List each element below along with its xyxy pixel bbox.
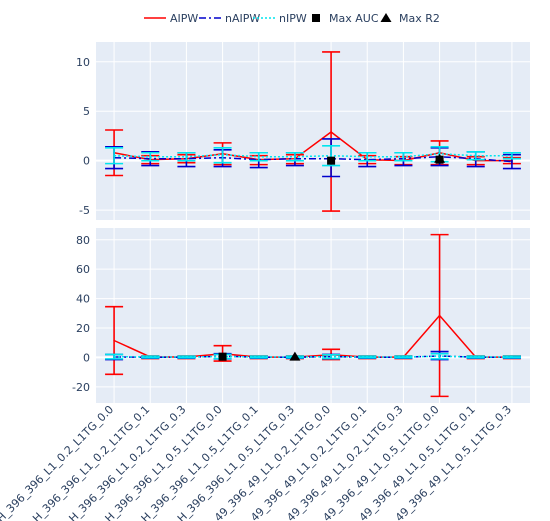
legend: AIPW nAIPW nIPW Max AUC Max R2	[144, 12, 440, 25]
legend-item-max-auc: Max AUC	[312, 12, 379, 25]
legend-item-nipw: nIPW	[253, 12, 307, 25]
legend-item-max-r2: Max R2	[380, 12, 440, 25]
data-point	[330, 131, 332, 133]
max-r2-marker	[434, 153, 446, 163]
y-tick-label: 0	[83, 155, 90, 168]
data-point	[185, 155, 188, 158]
legend-label: AIPW	[170, 12, 198, 25]
data-point	[511, 154, 513, 157]
y-tick-label: -5	[79, 204, 90, 217]
y-tick-label: 40	[76, 293, 90, 306]
data-point	[113, 339, 115, 342]
data-point	[438, 355, 441, 358]
data-point	[402, 155, 405, 158]
data-point	[149, 155, 152, 158]
y-tick-label: 5	[83, 105, 90, 118]
y-tick-label: 80	[76, 234, 90, 247]
data-point	[474, 356, 477, 358]
legend-swatch	[312, 14, 320, 22]
max-auc-marker	[218, 352, 227, 361]
legend-label: nAIPW	[225, 12, 260, 25]
max-r2-marker	[289, 351, 301, 361]
data-point	[330, 154, 332, 157]
series-nipw	[105, 145, 521, 167]
data-point	[149, 356, 152, 358]
legend-label: nIPW	[279, 12, 307, 25]
max-auc-marker	[327, 156, 336, 165]
data-point	[474, 154, 477, 157]
legend-swatch	[380, 13, 392, 22]
plot-background	[96, 228, 530, 403]
legend-item-aipw: AIPW	[144, 12, 198, 25]
data-point	[113, 355, 115, 358]
data-point	[257, 155, 260, 158]
data-point	[402, 356, 405, 358]
plot-background	[96, 42, 530, 220]
y-tick-label: 60	[76, 263, 90, 276]
y-tick-label: 20	[76, 322, 90, 335]
data-point	[221, 153, 224, 156]
y-tick-label: 10	[76, 56, 90, 69]
legend-label: Max R2	[399, 12, 440, 25]
series-line	[114, 155, 512, 163]
data-point	[257, 356, 260, 358]
data-point	[113, 154, 115, 157]
legend-item-naipw: nAIPW	[199, 12, 260, 25]
data-point	[366, 155, 369, 158]
data-point	[511, 160, 513, 163]
bottom-panel: -20 0 20 40 60 80	[72, 228, 530, 403]
legend-label: Max AUC	[329, 12, 379, 25]
top-panel: -5 0 5 10	[76, 42, 530, 220]
data-point	[511, 356, 513, 358]
data-point	[366, 356, 369, 358]
y-tick-label: 0	[83, 351, 90, 364]
data-point	[330, 355, 332, 358]
x-axis: H_396_396_L1_0.2_L1TG_0.0H_396_396_L1_0.…	[0, 403, 514, 521]
data-point	[185, 356, 188, 358]
y-tick-label: -20	[72, 381, 90, 394]
data-point	[438, 314, 441, 317]
data-point	[294, 155, 296, 158]
x-tick-label: H_49_396_49_L1_0.5_L1TG_0.3	[383, 403, 514, 521]
